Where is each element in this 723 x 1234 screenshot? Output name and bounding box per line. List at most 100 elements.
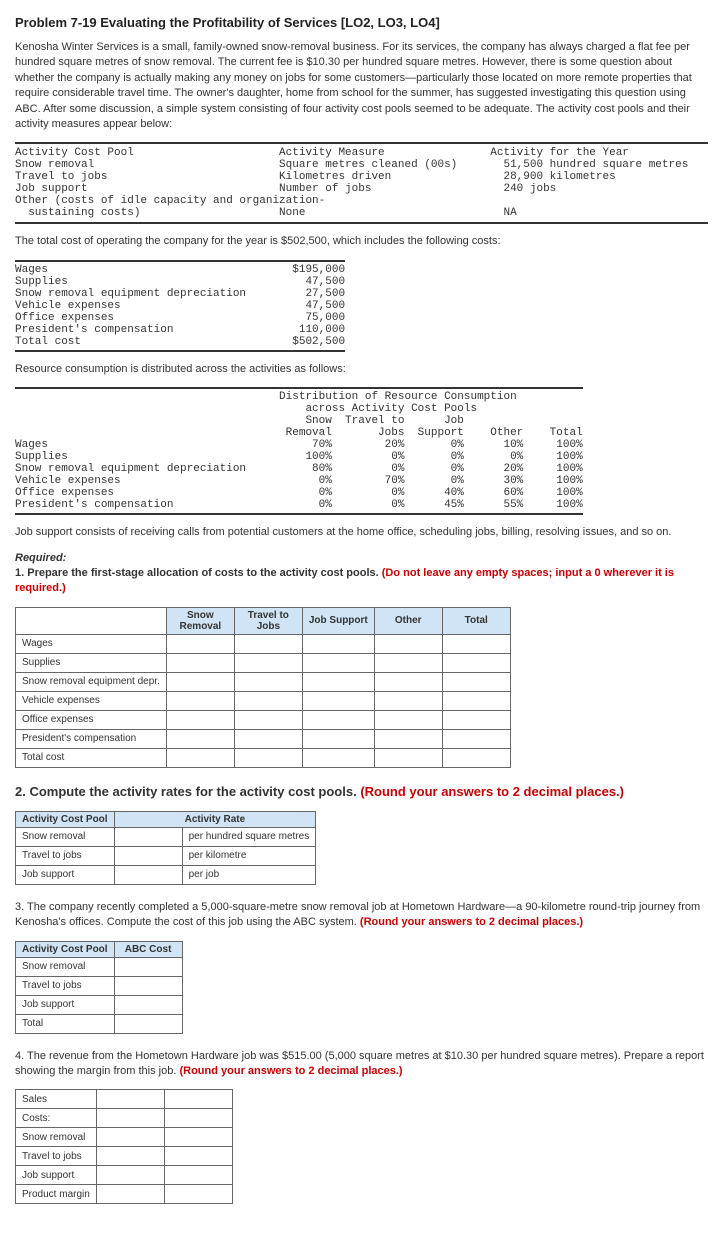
q1-input-cell[interactable] bbox=[166, 653, 234, 672]
job-support-text: Job support consists of receiving calls … bbox=[15, 525, 708, 540]
q4-row-label: Sales bbox=[16, 1090, 97, 1109]
q1-input-cell[interactable] bbox=[234, 710, 302, 729]
q1-input-cell[interactable] bbox=[374, 710, 442, 729]
q1-row-label: Supplies bbox=[16, 653, 167, 672]
q2-header: Activity Rate bbox=[114, 811, 316, 827]
q3-row-label: Snow removal bbox=[16, 957, 115, 976]
q1-input-cell[interactable] bbox=[302, 748, 374, 767]
q1-text: 1. Prepare the first-stage allocation of… bbox=[15, 567, 382, 579]
q4-input-cell[interactable] bbox=[164, 1128, 232, 1147]
q4-input-cell[interactable] bbox=[96, 1185, 164, 1204]
q2-input-table: Activity Cost PoolActivity RateSnow remo… bbox=[15, 811, 316, 885]
q1-input-cell[interactable] bbox=[442, 691, 510, 710]
q3-input-cell[interactable] bbox=[114, 957, 182, 976]
q1-row-label: Vehicle expenses bbox=[16, 691, 167, 710]
q1-input-cell[interactable] bbox=[234, 748, 302, 767]
q2-row-label: Snow removal bbox=[16, 827, 115, 846]
q1-input-cell[interactable] bbox=[166, 748, 234, 767]
q3-input-cell[interactable] bbox=[114, 976, 182, 995]
q1-input-cell[interactable] bbox=[442, 710, 510, 729]
q4-input-cell[interactable] bbox=[96, 1090, 164, 1109]
required-label: Required: bbox=[15, 552, 66, 564]
q1-input-cell[interactable] bbox=[374, 691, 442, 710]
q1-input-cell[interactable] bbox=[302, 672, 374, 691]
q4-input-cell[interactable] bbox=[164, 1109, 232, 1128]
q1-input-cell[interactable] bbox=[442, 729, 510, 748]
q1-input-cell[interactable] bbox=[166, 729, 234, 748]
q4-input-cell[interactable] bbox=[164, 1166, 232, 1185]
resource-text: Resource consumption is distributed acro… bbox=[15, 362, 708, 377]
q1-input-cell[interactable] bbox=[302, 634, 374, 653]
q1-input-cell[interactable] bbox=[442, 672, 510, 691]
q2-row-label: Job support bbox=[16, 865, 115, 884]
total-cost-text: The total cost of operating the company … bbox=[15, 234, 708, 249]
q3-row-label: Job support bbox=[16, 995, 115, 1014]
q3-section: 3. The company recently completed a 5,00… bbox=[15, 900, 708, 931]
q1-input-cell[interactable] bbox=[166, 634, 234, 653]
q4-input-cell[interactable] bbox=[96, 1128, 164, 1147]
q3-instruction: (Round your answers to 2 decimal places.… bbox=[360, 916, 583, 928]
q4-row-label: Snow removal bbox=[16, 1128, 97, 1147]
q3-input-cell[interactable] bbox=[114, 1014, 182, 1033]
q4-instruction: (Round your answers to 2 decimal places.… bbox=[179, 1065, 402, 1077]
problem-title: Problem 7-19 Evaluating the Profitabilit… bbox=[15, 15, 708, 30]
q1-col-header: Job Support bbox=[302, 607, 374, 634]
q1-input-cell[interactable] bbox=[302, 691, 374, 710]
q1-input-cell[interactable] bbox=[302, 653, 374, 672]
q1-col-header: SnowRemoval bbox=[166, 607, 234, 634]
q1-input-cell[interactable] bbox=[442, 748, 510, 767]
q2-input-cell[interactable] bbox=[114, 865, 182, 884]
q3-row-label: Total bbox=[16, 1014, 115, 1033]
q4-input-cell[interactable] bbox=[96, 1109, 164, 1128]
q4-row-label: Product margin bbox=[16, 1185, 97, 1204]
q1-input-cell[interactable] bbox=[374, 653, 442, 672]
q2-text: 2. Compute the activity rates for the ac… bbox=[15, 784, 360, 799]
q1-row-label: Total cost bbox=[16, 748, 167, 767]
q1-row-label: Wages bbox=[16, 634, 167, 653]
q1-input-cell[interactable] bbox=[374, 634, 442, 653]
q4-input-cell[interactable] bbox=[96, 1166, 164, 1185]
q1-input-cell[interactable] bbox=[166, 672, 234, 691]
q2-section: 2. Compute the activity rates for the ac… bbox=[15, 783, 708, 801]
q1-col-header: Other bbox=[374, 607, 442, 634]
q1-input-cell[interactable] bbox=[166, 710, 234, 729]
q2-input-cell[interactable] bbox=[114, 827, 182, 846]
q1-input-cell[interactable] bbox=[302, 729, 374, 748]
costs-table: Wages $195,000 Supplies 47,500 Snow remo… bbox=[15, 260, 708, 352]
q1-input-cell[interactable] bbox=[166, 691, 234, 710]
q1-row-label: Office expenses bbox=[16, 710, 167, 729]
q1-input-cell[interactable] bbox=[234, 653, 302, 672]
intro-text: Kenosha Winter Services is a small, fami… bbox=[15, 40, 708, 132]
q3-row-label: Travel to jobs bbox=[16, 976, 115, 995]
q1-input-cell[interactable] bbox=[234, 691, 302, 710]
q4-input-cell[interactable] bbox=[164, 1185, 232, 1204]
q3-header: Activity Cost Pool bbox=[16, 941, 115, 957]
q4-section: 4. The revenue from the Hometown Hardwar… bbox=[15, 1049, 708, 1080]
q1-input-table: SnowRemovalTravel toJobsJob SupportOther… bbox=[15, 607, 511, 768]
distribution-table: Distribution of Resource Consumption acr… bbox=[15, 387, 708, 515]
q1-input-cell[interactable] bbox=[374, 748, 442, 767]
q3-input-table: Activity Cost PoolABC CostSnow removalTr… bbox=[15, 941, 183, 1034]
q1-col-header: Travel toJobs bbox=[234, 607, 302, 634]
q1-input-cell[interactable] bbox=[442, 653, 510, 672]
activity-pool-table: Activity Cost Pool Activity Measure Acti… bbox=[15, 142, 708, 224]
q1-input-cell[interactable] bbox=[374, 729, 442, 748]
q4-input-cell[interactable] bbox=[164, 1147, 232, 1166]
q4-row-label: Travel to jobs bbox=[16, 1147, 97, 1166]
q1-input-cell[interactable] bbox=[374, 672, 442, 691]
q1-input-cell[interactable] bbox=[234, 729, 302, 748]
q1-input-cell[interactable] bbox=[234, 634, 302, 653]
q4-input-cell[interactable] bbox=[164, 1090, 232, 1109]
q4-input-table: SalesCosts:Snow removalTravel to jobsJob… bbox=[15, 1089, 233, 1204]
q1-row-label: Snow removal equipment depr. bbox=[16, 672, 167, 691]
q1-col-header: Total bbox=[442, 607, 510, 634]
q3-input-cell[interactable] bbox=[114, 995, 182, 1014]
q1-input-cell[interactable] bbox=[234, 672, 302, 691]
q2-unit: per kilometre bbox=[182, 846, 316, 865]
q2-header: Activity Cost Pool bbox=[16, 811, 115, 827]
q1-input-cell[interactable] bbox=[302, 710, 374, 729]
q4-input-cell[interactable] bbox=[96, 1147, 164, 1166]
q2-input-cell[interactable] bbox=[114, 846, 182, 865]
q2-row-label: Travel to jobs bbox=[16, 846, 115, 865]
q1-input-cell[interactable] bbox=[442, 634, 510, 653]
